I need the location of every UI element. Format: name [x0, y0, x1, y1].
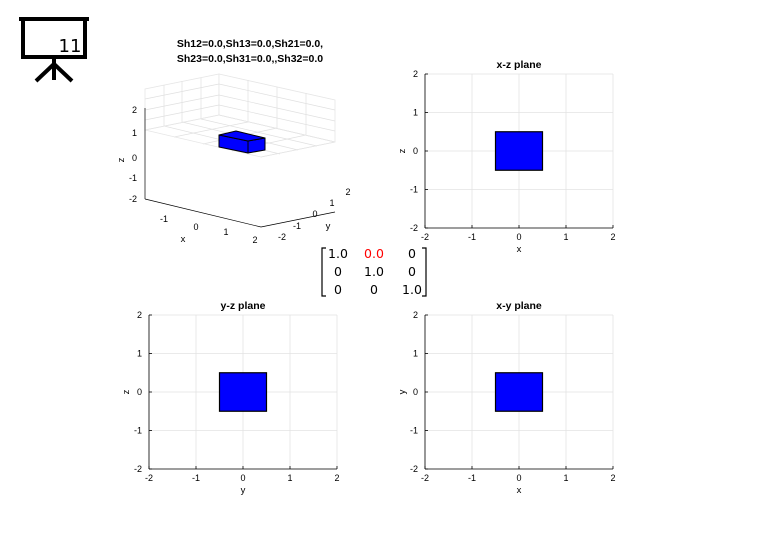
y-tick-label: -2	[134, 464, 142, 474]
svg-text:0: 0	[312, 209, 317, 219]
svg-text:2: 2	[132, 105, 137, 115]
svg-text:0: 0	[193, 222, 198, 232]
x-axis-label: x	[181, 234, 186, 245]
x-tick-label: 1	[563, 473, 568, 483]
svg-text:-2: -2	[278, 232, 286, 242]
matrix-brackets	[321, 247, 427, 297]
figure-title: Sh12=0.0,Sh13=0.0,Sh21=0.0, Sh23=0.0,Sh3…	[140, 37, 360, 67]
matrix-cell: 1.0	[328, 246, 348, 261]
svg-text:0: 0	[132, 153, 137, 163]
plot-title: x-y plane	[496, 300, 542, 312]
svg-text:2: 2	[345, 187, 350, 197]
slide-number: 11	[58, 36, 82, 57]
x-tick-label: -1	[192, 473, 200, 483]
y-tick-label: 0	[413, 146, 418, 156]
slide-number-badge: 11	[18, 14, 90, 84]
x-tick-label: -1	[468, 473, 476, 483]
projected-square	[218, 372, 268, 412]
y-tick-labels: -2 -1 0 1 2	[278, 187, 351, 242]
cube-top-face	[218, 130, 266, 142]
x-tick-labels: -1 0 1 2	[160, 214, 258, 245]
x-axis-label: x	[517, 244, 522, 255]
plot-title: y-z plane	[221, 300, 266, 312]
x-tick-label: -1	[468, 232, 476, 242]
matrix-cell: 0	[408, 264, 416, 279]
y-axis-label: y	[397, 389, 408, 394]
svg-text:-1: -1	[129, 173, 137, 183]
y-tick-label: 2	[137, 310, 142, 320]
y-tick-label: -1	[410, 426, 418, 436]
x-tick-label: 2	[610, 473, 615, 483]
x-axis-label: y	[241, 485, 246, 496]
svg-text:-1: -1	[293, 221, 301, 231]
y-tick-label: 1	[413, 349, 418, 359]
x-tick-label: 2	[334, 473, 339, 483]
x-tick-label: -2	[145, 473, 153, 483]
x-tick-label: 1	[287, 473, 292, 483]
x-tick-label: 0	[516, 232, 521, 242]
y-axis-label: z	[121, 389, 132, 394]
matrix-cell-highlight: 0.0	[364, 246, 384, 261]
z-tick-labels: 2 1 0 -1 -2	[129, 105, 137, 204]
cube	[218, 130, 266, 154]
y-tick-label: 2	[413, 310, 418, 320]
x-tick-label: 0	[240, 473, 245, 483]
matrix-cell: 1.0	[364, 264, 384, 279]
plot-3d-axes: 2 1 0 -1 -2 z -1 0 1 2 x -2 -1 0 1 2 y	[116, 73, 351, 245]
x-tick-label: -2	[421, 232, 429, 242]
presentation-board-icon	[19, 17, 89, 83]
matrix-cell: 0	[370, 282, 378, 297]
y-tick-label: -2	[410, 464, 418, 474]
shear-matrix: 1.0 0.0 0 0 1.0 0 0 0 1.0	[318, 244, 430, 300]
matrix-cell: 0	[334, 264, 342, 279]
matrix-cell: 0	[408, 246, 416, 261]
svg-text:-1: -1	[160, 214, 168, 224]
projected-square	[494, 372, 544, 412]
x-tick-label: 1	[563, 232, 568, 242]
x-tick-label: 0	[516, 473, 521, 483]
svg-text:1: 1	[329, 198, 334, 208]
y-tick-label: 2	[413, 69, 418, 79]
y-tick-label: 1	[413, 108, 418, 118]
matrix-cell: 0	[334, 282, 342, 297]
figure-title-line1: Sh12=0.0,Sh13=0.0,Sh21=0.0,	[176, 38, 324, 50]
figure-title-line2: Sh23=0.0,Sh31=0.0,,Sh32=0.0	[176, 53, 324, 65]
y-tick-label: 0	[137, 387, 142, 397]
svg-text:2: 2	[252, 235, 257, 245]
svg-text:1: 1	[223, 227, 228, 237]
y-axis-line	[260, 211, 336, 228]
y-tick-label: 0	[413, 387, 418, 397]
y-tick-label: -1	[134, 426, 142, 436]
plot-xy-plane: -2 -1 0 1 2 -2 -1 0 1 2 x y x-y plane	[397, 300, 616, 496]
y-tick-label: -1	[410, 185, 418, 195]
y-axis-label: y	[326, 221, 331, 232]
projected-square	[494, 131, 544, 171]
x-axis-label: x	[517, 485, 522, 496]
svg-text:-2: -2	[129, 194, 137, 204]
y-tick-label: -2	[410, 223, 418, 233]
x-tick-label: -2	[421, 473, 429, 483]
matrix-cell: 1.0	[402, 282, 422, 297]
plot-3d: 2 1 0 -1 -2 z -1 0 1 2 x -2 -1 0 1 2 y	[116, 73, 351, 245]
x-axis-line	[144, 198, 262, 228]
z-axis-label: z	[116, 157, 127, 162]
svg-text:1: 1	[132, 128, 137, 138]
plot-yz-plane: -2 -1 0 1 2 -2 -1 0 1 2 y z y-z plane	[121, 300, 340, 496]
plot-title: x-z plane	[497, 59, 542, 71]
y-tick-label: 1	[137, 349, 142, 359]
y-axis-label: z	[397, 148, 408, 153]
x-tick-label: 2	[610, 232, 615, 242]
plot-xz-plane: -2 -1 0 1 2 -2 -1 0 1 2 x z x-z plane	[397, 59, 616, 255]
